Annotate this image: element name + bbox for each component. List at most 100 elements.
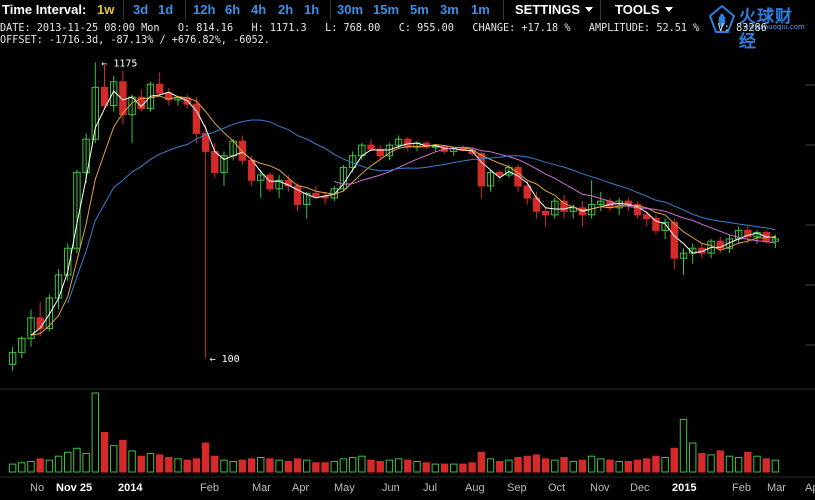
- moving-average-line: [30, 90, 776, 336]
- volume-bar: [422, 462, 430, 473]
- volume-bar: [707, 454, 715, 473]
- candle-body: [523, 185, 531, 199]
- candles: [8, 62, 780, 371]
- volume-bar: [762, 458, 770, 473]
- candle-body: [394, 138, 403, 146]
- candle-body: [376, 148, 384, 157]
- candle-body: [744, 229, 752, 238]
- interval-12h[interactable]: 12h: [193, 2, 216, 17]
- volume-bar: [192, 458, 201, 473]
- volume-bar: [27, 460, 35, 473]
- volume-bar: [734, 457, 743, 473]
- volume-bar: [358, 455, 366, 473]
- interval-1d[interactable]: 1d: [158, 2, 174, 17]
- brand-logo: 火球财经 www.ihuoqiu.com: [707, 2, 809, 52]
- volume-bar: [201, 442, 210, 473]
- volume-bar: [128, 450, 136, 473]
- candle-body: [302, 192, 311, 205]
- info-offset: OFFSET: -1716.3d, -87.13% / +676.82%, -6…: [0, 35, 270, 46]
- divider: [503, 0, 504, 20]
- volume-bars: [8, 392, 780, 473]
- x-tick-label: 2014: [118, 482, 143, 494]
- interval-1h[interactable]: 1h: [304, 2, 320, 17]
- candle-body: [82, 138, 90, 173]
- candle-body: [284, 179, 293, 187]
- candle-body: [73, 171, 81, 249]
- interval-15m[interactable]: 15m: [373, 2, 400, 17]
- volume-bar: [753, 455, 761, 473]
- x-tick-label: Apr: [292, 482, 309, 494]
- volume-bar: [211, 455, 219, 473]
- time-interval-label: Time Interval:: [2, 2, 87, 17]
- x-tick-label: Apr: [805, 482, 815, 494]
- candle-body: [716, 240, 724, 249]
- volume-bar: [679, 418, 688, 473]
- volume-bar: [165, 457, 173, 473]
- candle-body: [174, 97, 182, 101]
- volume-bar: [744, 451, 752, 473]
- candle-body: [155, 83, 164, 94]
- volume-bar: [82, 453, 90, 473]
- volume-bar: [18, 462, 26, 473]
- volume-bar: [100, 432, 109, 473]
- candle-body: [8, 351, 17, 365]
- x-tick-label: Feb: [732, 482, 751, 494]
- candle-body: [211, 150, 219, 173]
- volume-bar: [431, 463, 440, 473]
- logo-subtext: www.ihuoqiu.com: [743, 23, 805, 31]
- candle-body: [220, 155, 228, 173]
- volume-bar: [36, 458, 44, 473]
- interval-30m[interactable]: 30m: [337, 2, 364, 17]
- interval-3m[interactable]: 3m: [440, 2, 459, 17]
- candle-body: [541, 210, 550, 216]
- tools-menu[interactable]: TOOLS: [615, 2, 673, 17]
- interval-2h[interactable]: 2h: [278, 2, 294, 17]
- volume-bar: [450, 463, 458, 473]
- volume-bar: [477, 451, 486, 473]
- candle-body: [312, 192, 320, 197]
- candle-body: [367, 144, 375, 150]
- volume-bar: [64, 451, 72, 473]
- interval-6h[interactable]: 6h: [225, 2, 241, 17]
- candle-body: [91, 86, 100, 140]
- volume-bar: [404, 459, 412, 473]
- settings-menu[interactable]: SETTINGS: [515, 2, 594, 17]
- interval-5m[interactable]: 5m: [410, 2, 429, 17]
- candle-body: [597, 200, 605, 205]
- tools-label: TOOLS: [615, 2, 660, 17]
- candle-body: [505, 166, 513, 176]
- volume-bar: [119, 439, 127, 473]
- volume-bar: [348, 457, 357, 473]
- moving-average-line: [334, 146, 776, 244]
- volume-bar: [578, 459, 587, 473]
- volume-bar: [495, 460, 504, 473]
- volume-bar: [238, 459, 247, 473]
- interval-4h[interactable]: 4h: [251, 2, 267, 17]
- volume-bar: [312, 462, 320, 473]
- candle-body: [679, 252, 688, 259]
- volume-bar: [247, 458, 256, 473]
- candle-body: [560, 200, 568, 212]
- interval-1m[interactable]: 1m: [471, 2, 490, 17]
- volume-bar: [643, 458, 651, 473]
- candle-body: [339, 166, 348, 190]
- x-tick-label: Jun: [382, 482, 400, 494]
- volume-bar: [73, 447, 81, 473]
- volume-bar: [385, 459, 394, 473]
- volume-bar: [155, 454, 164, 473]
- candle-body: [64, 247, 72, 276]
- interval-1w[interactable]: 1w: [97, 2, 115, 17]
- volume-bar: [376, 460, 384, 473]
- interval-3d[interactable]: 3d: [133, 2, 149, 17]
- info-low: L: 768.00: [325, 23, 381, 34]
- x-tick-label: Sep: [507, 482, 527, 494]
- volume-bar: [109, 445, 118, 473]
- candle-body: [18, 337, 26, 353]
- x-tick-label: Dec: [630, 482, 650, 494]
- chevron-down-icon: [664, 7, 673, 12]
- volume-bar: [275, 459, 283, 473]
- volume-bar: [523, 455, 531, 473]
- volume-bar: [587, 455, 596, 473]
- moving-average-line: [67, 119, 776, 304]
